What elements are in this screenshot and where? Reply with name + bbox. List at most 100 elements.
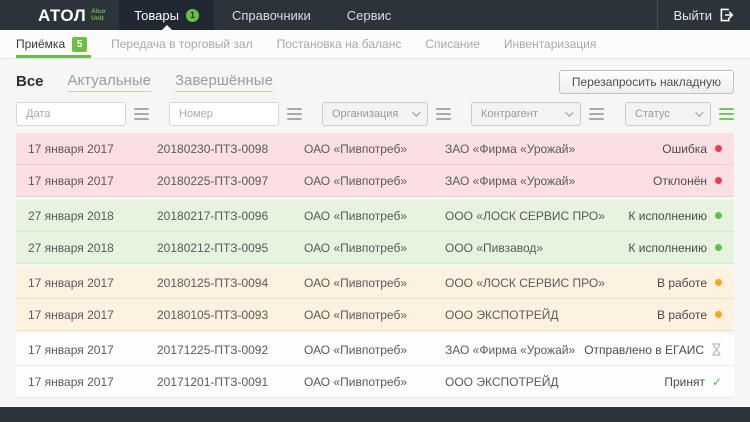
chevron-down-icon bbox=[695, 108, 704, 117]
cell-counterparty: ЗАО «Фирма «Урожай» bbox=[445, 173, 576, 188]
cell-number: 20180217-ПТЗ-0096 bbox=[157, 208, 269, 223]
invoices-table: 17 января 2017 20180230-ПТЗ-0098 ОАО «Пивп… bbox=[16, 133, 734, 398]
cell-counterparty: ООО «Пивзавод» bbox=[445, 240, 544, 255]
date-filter-menu-icon[interactable] bbox=[134, 108, 149, 120]
cell-date: 27 января 2018 bbox=[28, 240, 114, 255]
subnav-item-write-off[interactable]: Списание bbox=[425, 37, 480, 51]
cell-number: 20171225-ПТЗ-0092 bbox=[157, 342, 269, 357]
cell-date: 17 января 2017 bbox=[28, 141, 114, 156]
cell-status: К исполнению bbox=[628, 209, 722, 223]
status-text: В работе bbox=[656, 275, 707, 290]
subnav-item-acceptance[interactable]: Приёмка 5 bbox=[16, 30, 99, 58]
inprogress-status-dot-icon bbox=[715, 279, 722, 286]
status-text: В работе bbox=[656, 307, 707, 322]
status-text: Отправлено в ЕГАИС bbox=[584, 342, 704, 357]
status-text: Отклонён bbox=[653, 173, 707, 188]
exit-icon bbox=[719, 8, 734, 22]
cell-counterparty: ООО «ЛОСК СЕРВИС ПРО» bbox=[445, 208, 605, 223]
status-filter-select[interactable]: Статус bbox=[625, 102, 711, 126]
table-row[interactable]: 17 января 2017 20171225-ПТЗ-0092 ОАО «Пивп… bbox=[16, 334, 734, 366]
rerequest-invoice-button[interactable]: Перезапросить накладную bbox=[558, 70, 734, 94]
status-text: К исполнению bbox=[628, 240, 707, 255]
cell-date: 17 января 2017 bbox=[28, 342, 114, 357]
status-text: Ошибка bbox=[662, 141, 707, 156]
active-underline bbox=[16, 55, 92, 58]
chevron-down-icon bbox=[412, 108, 421, 117]
date-filter-input[interactable] bbox=[16, 102, 126, 126]
chevron-down-icon bbox=[565, 108, 574, 117]
check-icon: ✓ bbox=[711, 374, 722, 389]
cell-number: 20180212-ПТЗ-0095 bbox=[157, 240, 269, 255]
ready-status-dot-icon bbox=[715, 212, 722, 219]
logout-button[interactable]: Выйти bbox=[656, 0, 750, 30]
cell-status: Отправлено в ЕГАИС bbox=[584, 343, 722, 357]
cell-status: В работе bbox=[657, 276, 722, 290]
top-menu-item-goods[interactable]: Товары 1 bbox=[119, 0, 214, 30]
tab-all[interactable]: Все bbox=[16, 72, 44, 90]
table-row[interactable]: 27 января 2018 20180212-ПТЗ-0095 ОАО «Пивп… bbox=[16, 232, 734, 264]
cell-counterparty: ООО ЭКСПОТРЕЙД bbox=[445, 307, 559, 322]
table-row[interactable]: 17 января 2017 20180225-ПТЗ-0097 ОАО «Пивп… bbox=[16, 165, 734, 197]
main-content: Все Актуальные Завершённые Перезапросить… bbox=[0, 59, 750, 407]
number-filter-input[interactable] bbox=[169, 102, 279, 126]
table-row[interactable]: 27 января 2018 20180217-ПТЗ-0096 ОАО «Пивп… bbox=[16, 200, 734, 232]
cell-date: 17 января 2017 bbox=[28, 275, 114, 290]
cell-number: 20180105-ПТЗ-0093 bbox=[157, 307, 269, 322]
cell-counterparty: ЗАО «Фирма «Урожай» bbox=[445, 141, 576, 156]
tab-completed[interactable]: Завершённые bbox=[174, 72, 273, 92]
cell-date: 17 января 2017 bbox=[28, 173, 114, 188]
tabs-row: Все Актуальные Завершённые Перезапросить… bbox=[16, 69, 734, 95]
table-row[interactable]: 17 января 2017 20171201-ПТЗ-0091 ОАО «Пивп… bbox=[16, 366, 734, 398]
acceptance-count-badge: 5 bbox=[72, 36, 88, 52]
top-menu-item-service[interactable]: Сервис bbox=[346, 7, 392, 23]
cell-date: 27 января 2018 bbox=[28, 208, 114, 223]
cell-organization: ОАО «Пивпотреб» bbox=[304, 307, 408, 322]
error-status-dot-icon bbox=[715, 177, 722, 184]
active-tab-notch bbox=[161, 25, 172, 30]
status-text: Принят bbox=[664, 374, 705, 389]
table-row[interactable]: 17 января 2017 20180105-ПТЗ-0093 ОАО «Пивп… bbox=[16, 299, 734, 331]
top-header: АТОЛ Alco Unit Товары 1 Справочники Серв… bbox=[0, 0, 750, 30]
status-filter-menu-icon[interactable] bbox=[719, 108, 734, 120]
subnav-item-put-on-balance[interactable]: Постановка на баланс bbox=[276, 37, 402, 51]
cell-counterparty: ООО «ЛОСК СЕРВИС ПРО» bbox=[445, 275, 605, 290]
top-menu-item-directories[interactable]: Справочники bbox=[231, 7, 311, 23]
cell-number: 20180230-ПТЗ-0098 bbox=[157, 141, 269, 156]
cell-number: 20180125-ПТЗ-0094 bbox=[157, 275, 269, 290]
cell-date: 17 января 2017 bbox=[28, 307, 114, 322]
cell-status: К исполнению bbox=[628, 241, 722, 255]
cell-status: Принят ✓ bbox=[664, 375, 722, 389]
cell-organization: ОАО «Пивпотреб» bbox=[304, 374, 408, 389]
subnav-item-inventory[interactable]: Инвентаризация bbox=[503, 37, 597, 51]
logo-text: АТОЛ bbox=[38, 5, 87, 25]
table-row[interactable]: 17 января 2017 20180125-ПТЗ-0094 ОАО «Пивп… bbox=[16, 267, 734, 299]
cell-organization: ОАО «Пивпотреб» bbox=[304, 342, 408, 357]
number-filter-menu-icon[interactable] bbox=[287, 108, 302, 120]
cell-organization: ОАО «Пивпотреб» bbox=[304, 275, 408, 290]
counterparty-filter-menu-icon[interactable] bbox=[589, 108, 604, 120]
counterparty-filter-select[interactable]: Контрагент bbox=[471, 102, 581, 126]
cell-organization: ОАО «Пивпотреб» bbox=[304, 240, 408, 255]
table-row[interactable]: 17 января 2017 20180230-ПТЗ-0098 ОАО «Пивп… bbox=[16, 133, 734, 165]
organization-filter-select[interactable]: Организация bbox=[322, 102, 428, 126]
cell-number: 20171201-ПТЗ-0091 bbox=[157, 374, 269, 389]
cell-organization: ОАО «Пивпотреб» bbox=[304, 173, 408, 188]
tab-actual[interactable]: Актуальные bbox=[67, 72, 151, 92]
hourglass-icon bbox=[712, 343, 721, 356]
filters-row: Организация Контрагент Статус bbox=[16, 102, 734, 126]
subnav-item-transfer-to-salesroom[interactable]: Передача в торговый зал bbox=[111, 37, 253, 51]
cell-status: Ошибка bbox=[662, 142, 722, 156]
sub-nav: Приёмка 5 Передача в торговый зал Постан… bbox=[0, 30, 750, 59]
footer-bar bbox=[0, 407, 750, 422]
cell-date: 17 января 2017 bbox=[28, 374, 114, 389]
cell-status: В работе bbox=[657, 308, 722, 322]
goods-badge: 1 bbox=[185, 8, 199, 22]
cell-organization: ОАО «Пивпотреб» bbox=[304, 141, 408, 156]
app-logo: АТОЛ Alco Unit bbox=[38, 0, 105, 30]
inprogress-status-dot-icon bbox=[715, 311, 722, 318]
organization-filter-menu-icon[interactable] bbox=[436, 108, 451, 120]
top-menu: Товары 1 Справочники Сервис bbox=[119, 0, 409, 30]
logo-subtitle: Alco Unit bbox=[91, 8, 106, 22]
ready-status-dot-icon bbox=[715, 244, 722, 251]
